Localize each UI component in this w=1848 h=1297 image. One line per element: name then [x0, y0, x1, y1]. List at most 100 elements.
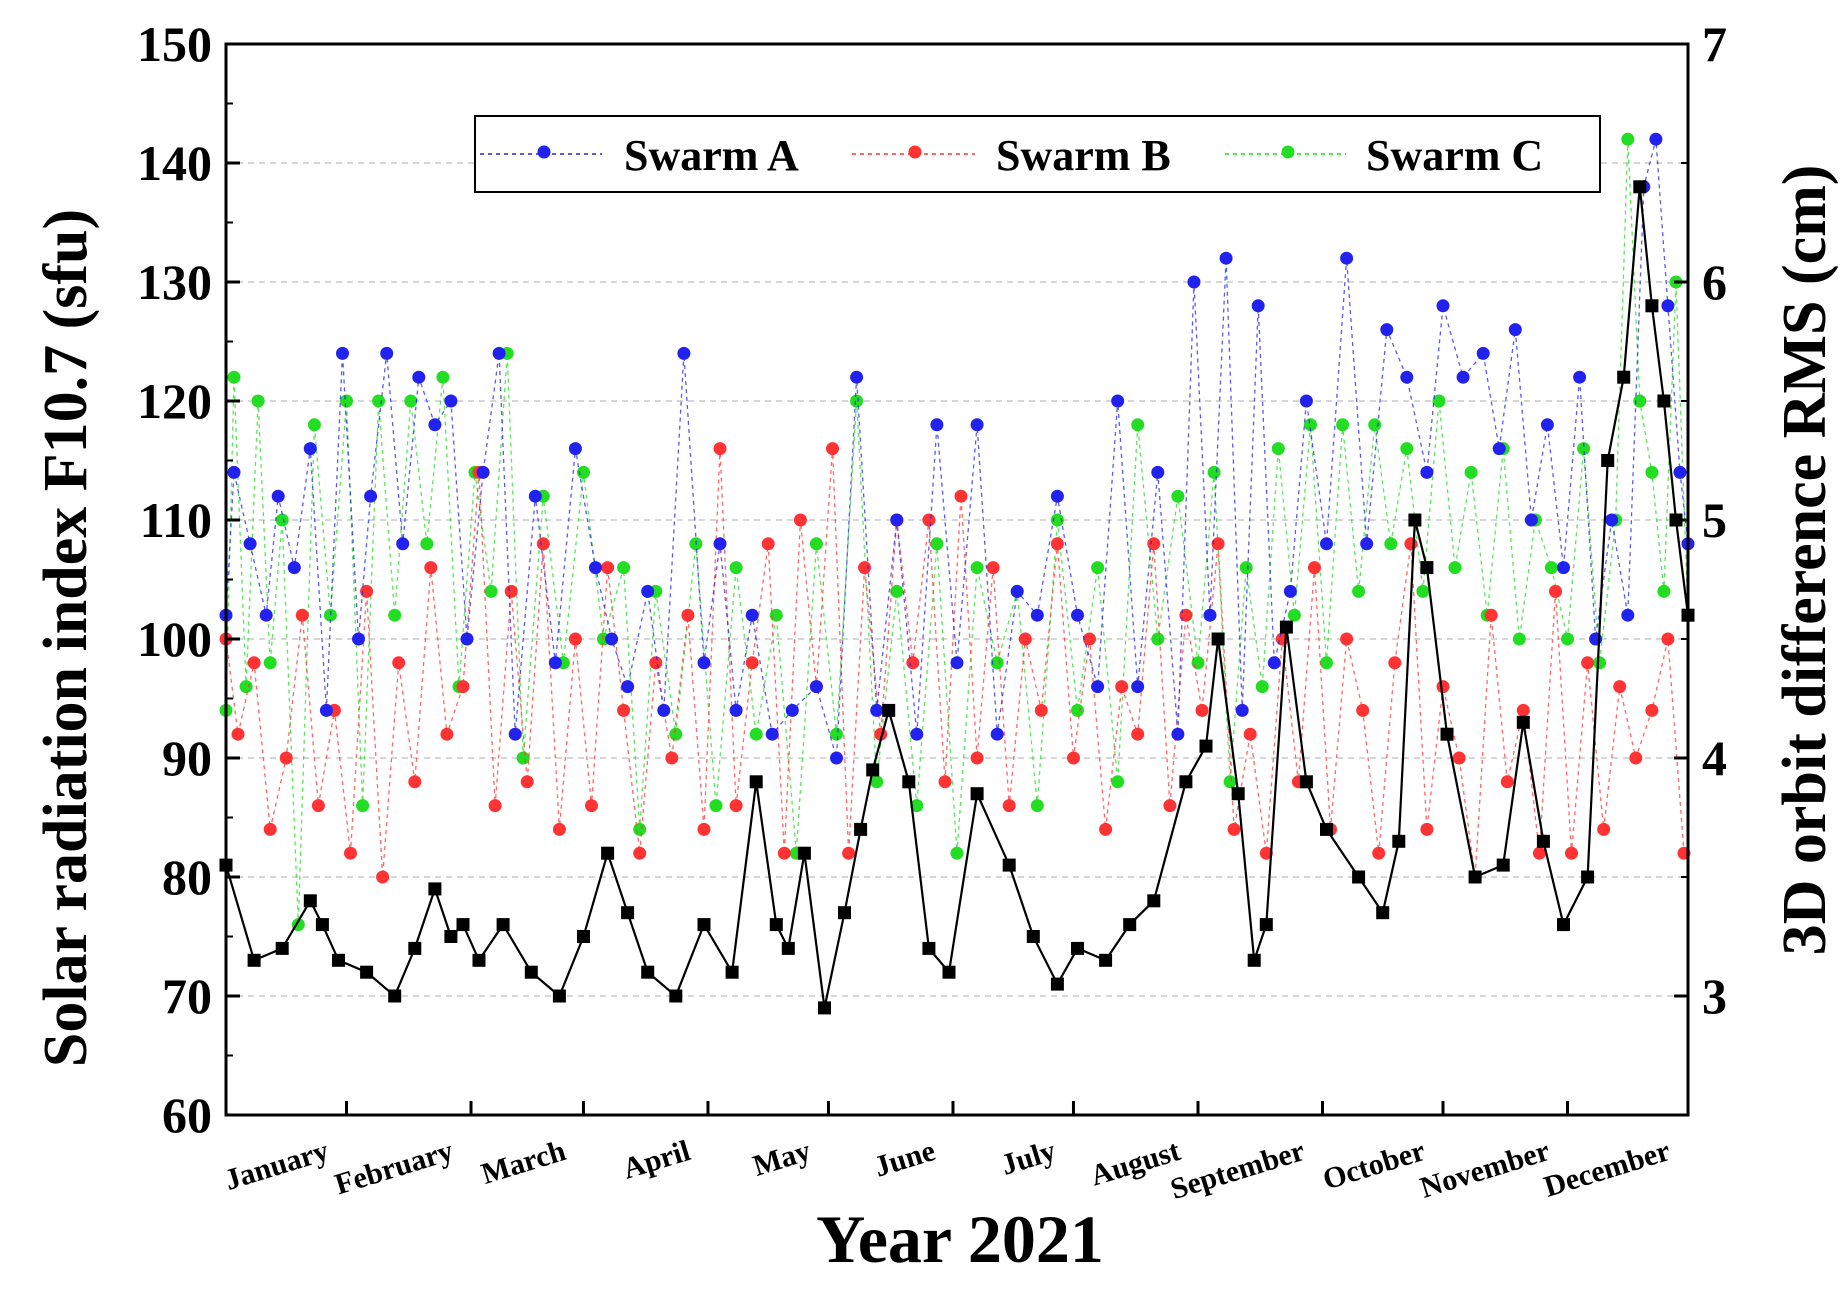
f107-point: [315, 918, 329, 932]
swarm-c-point: [1030, 799, 1044, 813]
y-right-tick-label: 6: [1702, 254, 1727, 310]
swarm-b-point: [456, 680, 470, 694]
swarm-a-point: [809, 680, 823, 694]
swarm-c-point: [1645, 465, 1659, 479]
swarm-b-point: [568, 632, 582, 646]
swarm-c-point: [1320, 656, 1333, 670]
swarm-b-point: [1227, 822, 1241, 836]
swarm-a-point: [910, 727, 924, 741]
swarm-b-point: [1500, 775, 1514, 789]
swarm-c-line: [225, 139, 1689, 925]
swarm-b-point: [1404, 537, 1418, 551]
swarm-b-point: [1581, 656, 1595, 670]
y-left-tick-label: 140: [137, 135, 212, 191]
swarm-c-point: [809, 537, 823, 551]
f107-point: [428, 882, 442, 896]
f107-point: [669, 989, 683, 1003]
swarm-b-point: [552, 822, 566, 836]
f107-point: [769, 918, 783, 932]
swarm-b-point: [649, 656, 663, 670]
swarm-a-point: [1219, 251, 1233, 265]
swarm-c-point: [388, 608, 402, 622]
legend-label-swarm-c: Swarm C: [1366, 131, 1543, 180]
swarm-b-point: [440, 727, 454, 741]
swarm-a-point: [589, 561, 602, 575]
swarm-a-point: [657, 703, 671, 717]
swarm-c-point: [404, 394, 418, 408]
swarm-a-point: [1131, 680, 1145, 694]
swarm-a-point: [890, 513, 904, 527]
swarm-a-point: [412, 370, 426, 384]
swarm-c-point: [436, 370, 450, 384]
swarm-c-point: [1352, 584, 1366, 598]
y-left-tick-label: 70: [162, 968, 212, 1024]
swarm-b-point: [858, 561, 872, 575]
y-left-tick-label: 110: [140, 492, 212, 548]
swarm-c-point: [669, 727, 683, 741]
swarm-b-point: [681, 608, 695, 622]
swarm-a-point: [990, 727, 1004, 741]
swarm-a-point: [287, 561, 301, 575]
swarm-c-point: [1131, 418, 1145, 432]
f107-point: [1601, 454, 1615, 467]
x-tick-label: September: [1167, 1134, 1309, 1206]
swarm-a-point: [352, 632, 365, 646]
x-tick-label: May: [749, 1134, 814, 1183]
f107-point: [1123, 918, 1137, 932]
swarm-a-point: [259, 608, 273, 622]
f107-point: [456, 918, 470, 932]
swarm-b-point: [1147, 537, 1161, 551]
swarm-b-point: [1034, 703, 1048, 717]
swarm-c-point: [930, 537, 944, 551]
f107-point: [781, 941, 795, 955]
swarm-c-point: [633, 822, 647, 836]
swarm-c-point: [1432, 394, 1446, 408]
swarm-a-point: [1508, 323, 1522, 337]
f107-point: [866, 763, 880, 777]
f107-point: [1179, 775, 1193, 789]
swarm-c-point: [577, 465, 590, 479]
swarm-b-point: [713, 442, 727, 456]
swarm-c-point: [1151, 632, 1165, 646]
legend-marker-swarm-b: [908, 145, 922, 159]
swarm-b-point: [1597, 822, 1611, 836]
y-left-tick-label: 80: [162, 849, 212, 905]
swarm-a-point: [745, 608, 759, 622]
y-left-tick-label: 100: [137, 611, 212, 667]
swarm-a-point: [1267, 656, 1281, 670]
swarm-b-point: [826, 442, 839, 456]
swarm-b-point: [906, 656, 920, 670]
swarm-a-point: [1283, 584, 1297, 598]
swarm-c-point: [890, 584, 904, 598]
swarm-a-point: [1436, 299, 1450, 313]
swarm-b-point: [1516, 703, 1530, 717]
swarm-a-point: [1071, 608, 1084, 622]
f107-point: [1440, 727, 1454, 741]
f107-point: [1147, 894, 1161, 908]
swarm-a-point: [1540, 418, 1554, 432]
x-tick-label: February: [331, 1134, 457, 1201]
swarm-b-point: [1115, 680, 1129, 694]
y-axis-right-title: 3D orbit difference RMS (cm): [1771, 165, 1839, 956]
swarm-b-point: [954, 489, 968, 503]
swarm-c-point: [990, 656, 1004, 670]
swarm-b-point: [1420, 822, 1434, 836]
f107-point: [577, 930, 590, 943]
f107-point: [1645, 299, 1659, 313]
swarm-a-point: [1235, 703, 1249, 717]
swarm-b-point: [1613, 680, 1627, 694]
swarm-b-point: [1243, 727, 1257, 741]
swarm-c-point: [1336, 418, 1350, 432]
swarm-b-point: [1163, 799, 1177, 813]
swarm-a-point: [460, 632, 474, 646]
swarm-a-point: [336, 346, 349, 360]
swarm-c-point: [709, 799, 723, 813]
swarm-b-point: [1629, 751, 1643, 765]
swarm-c-point: [372, 394, 386, 408]
y-right-tick-label: 7: [1702, 16, 1727, 72]
swarm-a-point: [1010, 584, 1024, 598]
swarm-b-point: [777, 846, 791, 860]
swarm-a-point: [1492, 442, 1506, 456]
swarm-b-point: [1436, 680, 1450, 694]
